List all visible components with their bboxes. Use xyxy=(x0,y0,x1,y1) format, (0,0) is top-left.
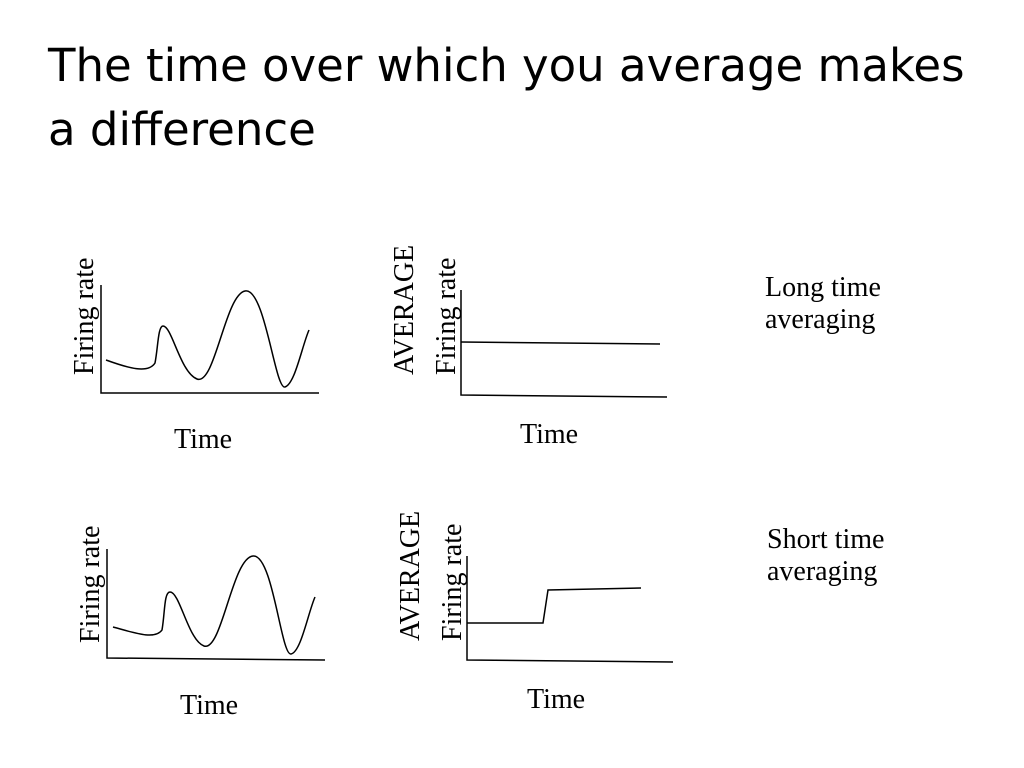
ylabel-raw-top: Firing rate xyxy=(69,258,100,375)
panel-raw-top: Firing rate Time xyxy=(69,258,319,455)
average-line-top xyxy=(460,341,661,345)
caption-long-line1: Long time xyxy=(765,272,881,303)
caption-short-averaging: Short time averaging xyxy=(767,524,884,588)
caption-long-line2: averaging xyxy=(765,304,876,335)
xlabel-raw-top: Time xyxy=(174,424,232,455)
caption-short-line1: Short time xyxy=(767,524,885,555)
panel-raw-bottom: Firing rate Time xyxy=(75,526,326,721)
xlabel-avg-top: Time xyxy=(520,419,578,450)
panel-avg-bottom: AVERAGE Firing rate Time xyxy=(395,511,674,715)
axes-raw-top xyxy=(100,285,319,394)
slide-title: The time over which you average makes a … xyxy=(48,39,965,156)
caption-short-line2: averaging xyxy=(767,556,878,587)
axes-avg-bottom xyxy=(466,556,674,663)
xlabel-raw-bottom: Time xyxy=(180,690,238,721)
xlabel-avg-bottom: Time xyxy=(527,684,585,715)
panel-avg-top: AVERAGE Firing rate Time xyxy=(389,245,668,450)
average-step-bottom xyxy=(467,587,642,624)
ylabel-avg-bottom-line2: Firing rate xyxy=(437,524,468,641)
firing-rate-curve-bottom xyxy=(112,555,316,655)
firing-rate-curve-top xyxy=(105,290,310,388)
ylabel-avg-top-line1: AVERAGE xyxy=(389,245,420,375)
axes-avg-top xyxy=(460,290,668,398)
ylabel-avg-top-line2: Firing rate xyxy=(431,258,462,375)
ylabel-raw-bottom: Firing rate xyxy=(75,526,106,643)
ylabel-avg-bottom-line1: AVERAGE xyxy=(395,511,426,641)
axes-raw-bottom xyxy=(106,549,326,661)
caption-long-averaging: Long time averaging xyxy=(765,272,881,336)
